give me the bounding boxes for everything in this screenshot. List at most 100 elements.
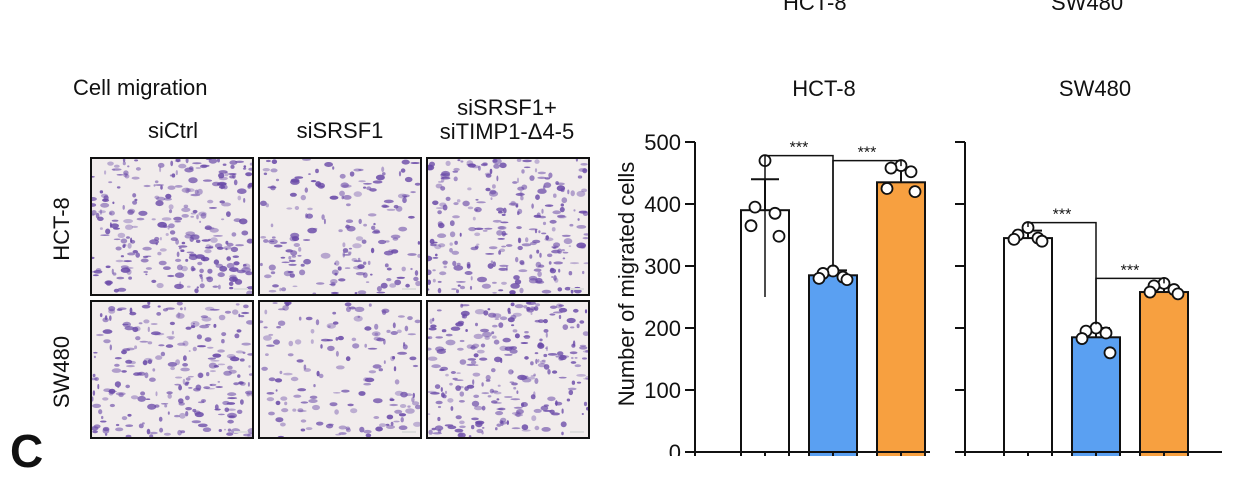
- stained-cell: [109, 315, 112, 321]
- stained-cell: [135, 252, 140, 258]
- stained-cell: [352, 343, 360, 349]
- stained-cell: [238, 381, 244, 385]
- stained-cell: [482, 331, 492, 338]
- stained-cell: [266, 344, 275, 347]
- stained-cell: [104, 433, 108, 436]
- stained-cell: [445, 373, 449, 377]
- stained-cell: [180, 249, 185, 252]
- stained-cell: [233, 355, 236, 358]
- stained-cell: [370, 273, 373, 276]
- stained-cell: [212, 353, 222, 358]
- stained-cell: [569, 223, 574, 227]
- stained-cell: [457, 347, 464, 351]
- stained-cell: [441, 392, 445, 398]
- stained-cell: [370, 247, 375, 254]
- stained-cell: [115, 246, 122, 251]
- stained-cell: [173, 216, 183, 221]
- stained-cell: [118, 392, 124, 398]
- stained-cell: [197, 188, 203, 195]
- stained-cell: [187, 375, 194, 378]
- stained-cell: [195, 239, 201, 243]
- stained-cell: [368, 370, 377, 374]
- stained-cell: [190, 215, 194, 218]
- stained-cell: [157, 305, 161, 308]
- stained-cell: [405, 283, 410, 288]
- stained-cell: [130, 395, 139, 400]
- stained-cell: [464, 271, 473, 275]
- stained-cell: [498, 226, 505, 230]
- stained-cell: [384, 263, 389, 268]
- stained-cell: [201, 239, 210, 242]
- stained-cell: [498, 210, 503, 214]
- stained-cell: [280, 256, 286, 259]
- stained-cell: [398, 425, 408, 430]
- stained-cell: [554, 401, 563, 406]
- stained-cell: [399, 404, 407, 408]
- stained-cell: [122, 205, 125, 210]
- stained-cell: [347, 403, 354, 407]
- stained-cell: [363, 382, 372, 386]
- stained-cell: [374, 332, 379, 336]
- stained-cell: [138, 322, 143, 325]
- stained-cell: [180, 430, 186, 434]
- stained-cell: [312, 404, 320, 411]
- stained-cell: [190, 321, 200, 327]
- stained-cell: [492, 324, 498, 328]
- stained-cell: [505, 244, 513, 247]
- stained-cell: [335, 350, 339, 357]
- stained-cell: [246, 320, 252, 325]
- stained-cell: [273, 244, 283, 248]
- stained-cell: [96, 333, 104, 337]
- stained-cell: [116, 174, 124, 176]
- stained-cell: [373, 222, 376, 226]
- stained-cell: [413, 421, 420, 427]
- stained-cell: [353, 315, 363, 322]
- stained-cell: [558, 314, 562, 320]
- stained-cell: [526, 302, 536, 305]
- stained-cell: [447, 425, 457, 430]
- stained-cell: [435, 346, 445, 352]
- stained-cell: [117, 386, 120, 389]
- stained-cell: [398, 226, 408, 232]
- stained-cell: [178, 245, 188, 248]
- stained-cell: [449, 382, 453, 386]
- stained-cell: [539, 252, 542, 258]
- stained-cell: [243, 433, 251, 437]
- stained-cell: [469, 346, 478, 349]
- stained-cell: [267, 186, 277, 189]
- stained-cell: [434, 425, 444, 431]
- stained-cell: [493, 401, 502, 404]
- stained-cell: [92, 403, 102, 408]
- stained-cell: [232, 277, 237, 281]
- stained-cell: [453, 202, 459, 206]
- stained-cell: [209, 207, 218, 209]
- stained-cell: [435, 183, 443, 189]
- stained-cell: [273, 339, 280, 345]
- stained-cell: [185, 381, 190, 384]
- stained-cell: [450, 326, 461, 331]
- stained-cell: [227, 397, 238, 400]
- stained-cell: [533, 268, 542, 272]
- stained-cell: [143, 357, 153, 363]
- stained-cell: [181, 241, 186, 245]
- stained-cell: [190, 234, 196, 237]
- stained-cell: [156, 312, 162, 316]
- stained-cell: [243, 263, 247, 267]
- stained-cell: [102, 317, 109, 323]
- data-point: [1007, 232, 1021, 246]
- stained-cell: [197, 423, 208, 428]
- stained-cell: [339, 190, 345, 197]
- stained-cell: [428, 327, 437, 331]
- stained-cell: [297, 409, 307, 413]
- stained-cell: [547, 205, 552, 207]
- stained-cell: [364, 377, 375, 383]
- stained-cell: [382, 172, 386, 176]
- stained-cell: [567, 189, 570, 195]
- stained-cell: [140, 258, 149, 263]
- stained-cell: [541, 208, 544, 214]
- stained-cell: [135, 167, 141, 171]
- stained-cell: [509, 349, 518, 354]
- stained-cell: [132, 250, 138, 254]
- stained-cell: [335, 337, 339, 341]
- stained-cell: [570, 361, 577, 364]
